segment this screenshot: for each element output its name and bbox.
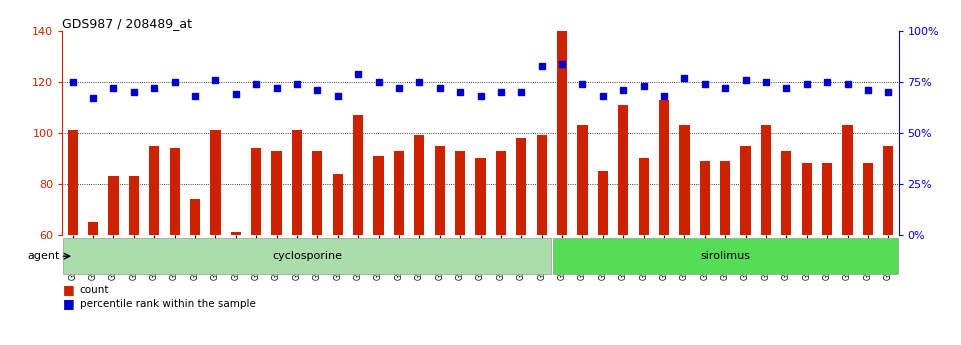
Bar — [292, 130, 302, 235]
Bar — [516, 138, 527, 235]
Bar — [578, 125, 587, 235]
Bar — [720, 161, 730, 235]
Text: cyclosporine: cyclosporine — [272, 251, 342, 261]
Bar — [109, 176, 118, 235]
Bar — [149, 146, 160, 235]
Bar — [781, 151, 792, 235]
Bar — [394, 151, 404, 235]
Bar — [312, 151, 323, 235]
Bar — [272, 151, 282, 235]
Text: agent: agent — [27, 251, 60, 261]
Text: percentile rank within the sample: percentile rank within the sample — [80, 299, 256, 308]
Bar — [598, 171, 608, 235]
Bar — [536, 135, 547, 235]
Text: count: count — [80, 285, 110, 295]
Text: sirolimus: sirolimus — [701, 251, 751, 261]
Bar — [231, 232, 241, 235]
Bar — [353, 115, 363, 235]
Bar — [374, 156, 383, 235]
Bar — [67, 130, 78, 235]
Bar — [414, 135, 425, 235]
Bar — [557, 31, 567, 235]
Bar — [618, 105, 628, 235]
Bar — [659, 100, 669, 235]
Bar — [476, 158, 485, 235]
Bar — [63, 238, 551, 274]
Text: ■: ■ — [62, 297, 74, 310]
Bar — [333, 174, 343, 235]
Bar — [190, 199, 200, 235]
Bar — [169, 148, 180, 235]
Bar — [801, 163, 812, 235]
Bar — [251, 148, 261, 235]
Bar — [822, 163, 832, 235]
Bar — [129, 176, 139, 235]
Bar — [496, 151, 506, 235]
Bar — [679, 125, 690, 235]
Bar — [638, 158, 649, 235]
Bar — [553, 238, 898, 274]
Text: ■: ■ — [62, 283, 74, 296]
Text: GDS987 / 208489_at: GDS987 / 208489_at — [62, 17, 192, 30]
Bar — [843, 125, 852, 235]
Bar — [741, 146, 751, 235]
Bar — [863, 163, 873, 235]
Bar — [761, 125, 771, 235]
Bar — [455, 151, 465, 235]
Bar — [883, 146, 894, 235]
Bar — [88, 222, 98, 235]
Bar — [434, 146, 445, 235]
Bar — [210, 130, 220, 235]
Bar — [700, 161, 710, 235]
